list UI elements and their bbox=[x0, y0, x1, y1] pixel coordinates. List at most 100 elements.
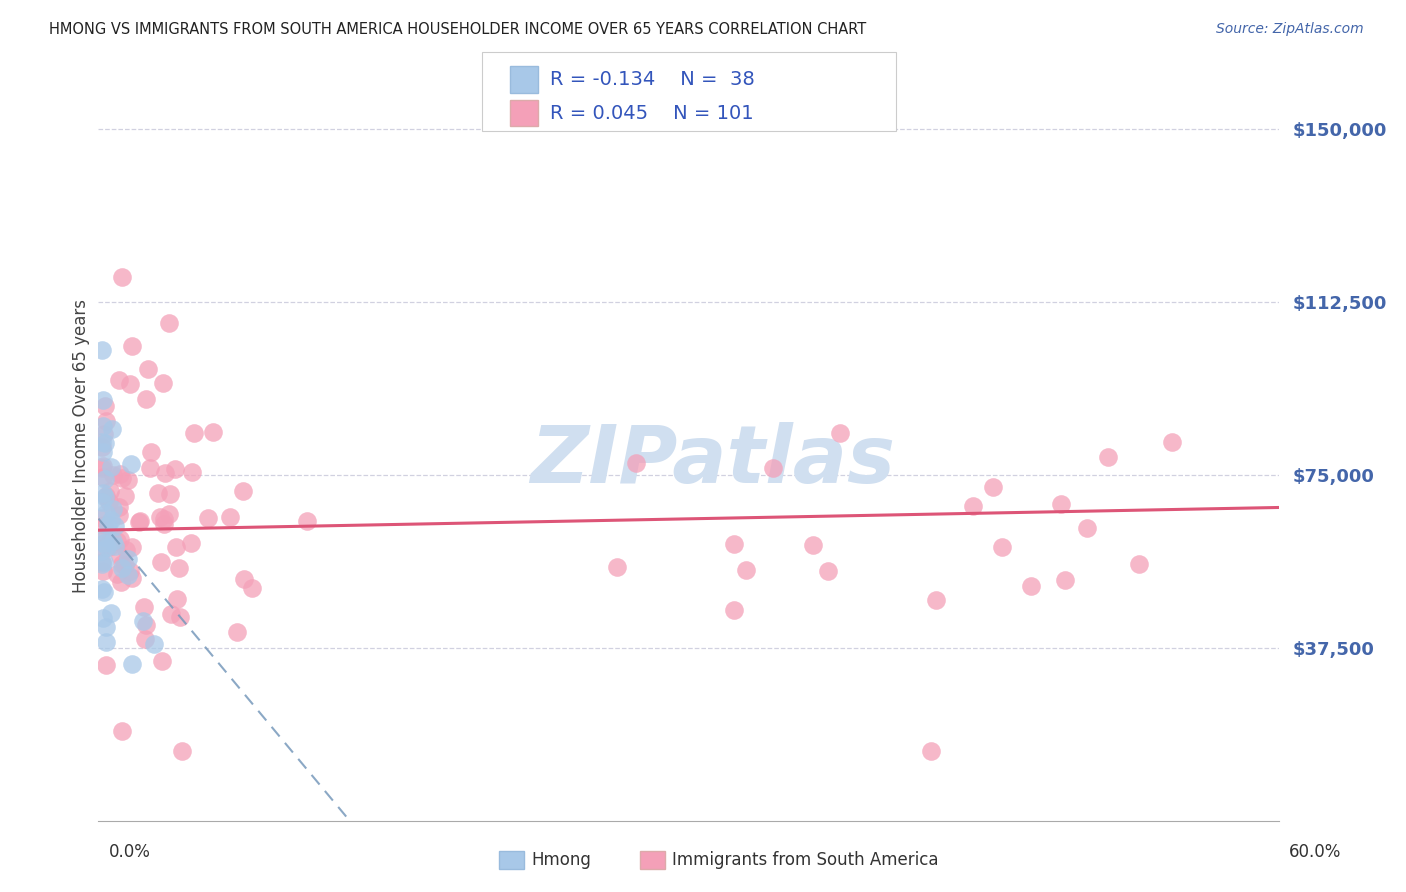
Point bbox=[108, 532, 131, 546]
Point bbox=[1054, 573, 1077, 587]
Point bbox=[153, 466, 176, 480]
Point bbox=[90, 343, 112, 358]
Point bbox=[165, 462, 187, 476]
Point bbox=[240, 581, 263, 595]
Point bbox=[128, 515, 150, 529]
Point bbox=[91, 541, 114, 556]
Point bbox=[735, 563, 758, 577]
Text: ZIPatlas: ZIPatlas bbox=[530, 422, 896, 500]
Point bbox=[801, 538, 824, 552]
Point bbox=[1019, 579, 1042, 593]
Point bbox=[218, 510, 240, 524]
Text: R = -0.134    N =  38: R = -0.134 N = 38 bbox=[550, 70, 755, 89]
Point bbox=[121, 571, 143, 585]
Point bbox=[143, 637, 166, 651]
Point bbox=[108, 549, 131, 564]
Point bbox=[93, 555, 115, 569]
Point bbox=[90, 544, 112, 558]
Point bbox=[170, 744, 193, 758]
Point bbox=[93, 536, 115, 550]
Point bbox=[606, 560, 628, 574]
Point bbox=[990, 541, 1012, 555]
Text: Source: ZipAtlas.com: Source: ZipAtlas.com bbox=[1216, 22, 1364, 37]
Point bbox=[107, 508, 129, 523]
Point bbox=[135, 392, 157, 406]
Point bbox=[94, 490, 117, 504]
Point bbox=[97, 517, 120, 532]
Text: 0.0%: 0.0% bbox=[108, 843, 150, 861]
Point bbox=[111, 270, 134, 285]
Point bbox=[93, 459, 115, 474]
Point bbox=[202, 425, 225, 440]
Point bbox=[1076, 521, 1098, 535]
Point bbox=[96, 658, 118, 673]
Point bbox=[101, 533, 124, 548]
Point bbox=[153, 517, 176, 532]
Point bbox=[139, 445, 162, 459]
Point bbox=[91, 582, 114, 597]
Point bbox=[134, 599, 156, 614]
Point bbox=[90, 434, 112, 449]
Point bbox=[111, 561, 134, 575]
Point bbox=[920, 744, 942, 758]
Point bbox=[1050, 497, 1073, 511]
Point bbox=[91, 470, 114, 484]
Point bbox=[94, 506, 117, 520]
Point bbox=[828, 425, 851, 440]
Point bbox=[98, 484, 121, 499]
Point bbox=[180, 536, 202, 550]
Point bbox=[925, 593, 948, 607]
Point bbox=[1097, 450, 1119, 464]
Point bbox=[136, 361, 159, 376]
Point bbox=[132, 615, 155, 629]
Point bbox=[91, 418, 114, 433]
Point bbox=[107, 533, 129, 548]
Point bbox=[108, 467, 131, 482]
Point bbox=[169, 610, 191, 624]
Point bbox=[180, 465, 202, 479]
Point bbox=[93, 444, 115, 458]
Point bbox=[101, 422, 124, 436]
Point bbox=[94, 530, 117, 544]
Point bbox=[762, 460, 785, 475]
Point bbox=[107, 373, 129, 387]
Point bbox=[297, 514, 319, 528]
Point bbox=[91, 611, 114, 625]
Point bbox=[100, 607, 122, 621]
Point bbox=[152, 376, 174, 390]
Point bbox=[183, 425, 205, 440]
Point bbox=[128, 514, 150, 528]
Point bbox=[157, 507, 180, 521]
Point bbox=[148, 486, 170, 500]
Point bbox=[166, 592, 188, 607]
Point bbox=[149, 555, 172, 569]
Point bbox=[134, 632, 156, 646]
Point bbox=[91, 440, 114, 454]
Point bbox=[1128, 557, 1150, 571]
Point bbox=[98, 541, 121, 555]
Point bbox=[121, 339, 143, 353]
Text: Immigrants from South America: Immigrants from South America bbox=[672, 851, 939, 869]
Text: HMONG VS IMMIGRANTS FROM SOUTH AMERICA HOUSEHOLDER INCOME OVER 65 YEARS CORRELAT: HMONG VS IMMIGRANTS FROM SOUTH AMERICA H… bbox=[49, 22, 866, 37]
Point bbox=[110, 557, 132, 571]
Point bbox=[90, 557, 112, 571]
Point bbox=[197, 511, 219, 525]
Point bbox=[121, 540, 143, 554]
Point bbox=[91, 486, 114, 500]
Point bbox=[111, 724, 134, 739]
Point bbox=[103, 501, 125, 516]
Point bbox=[94, 620, 117, 634]
Point bbox=[111, 471, 134, 485]
Point bbox=[118, 377, 141, 392]
Point bbox=[115, 542, 138, 557]
Point bbox=[110, 575, 132, 590]
Point bbox=[91, 461, 114, 475]
Point bbox=[93, 530, 115, 544]
Point bbox=[94, 414, 117, 428]
Point bbox=[104, 518, 127, 533]
Point bbox=[232, 572, 254, 586]
Point bbox=[114, 558, 136, 572]
Point bbox=[100, 513, 122, 527]
Point bbox=[138, 461, 160, 475]
Point bbox=[1160, 435, 1182, 450]
